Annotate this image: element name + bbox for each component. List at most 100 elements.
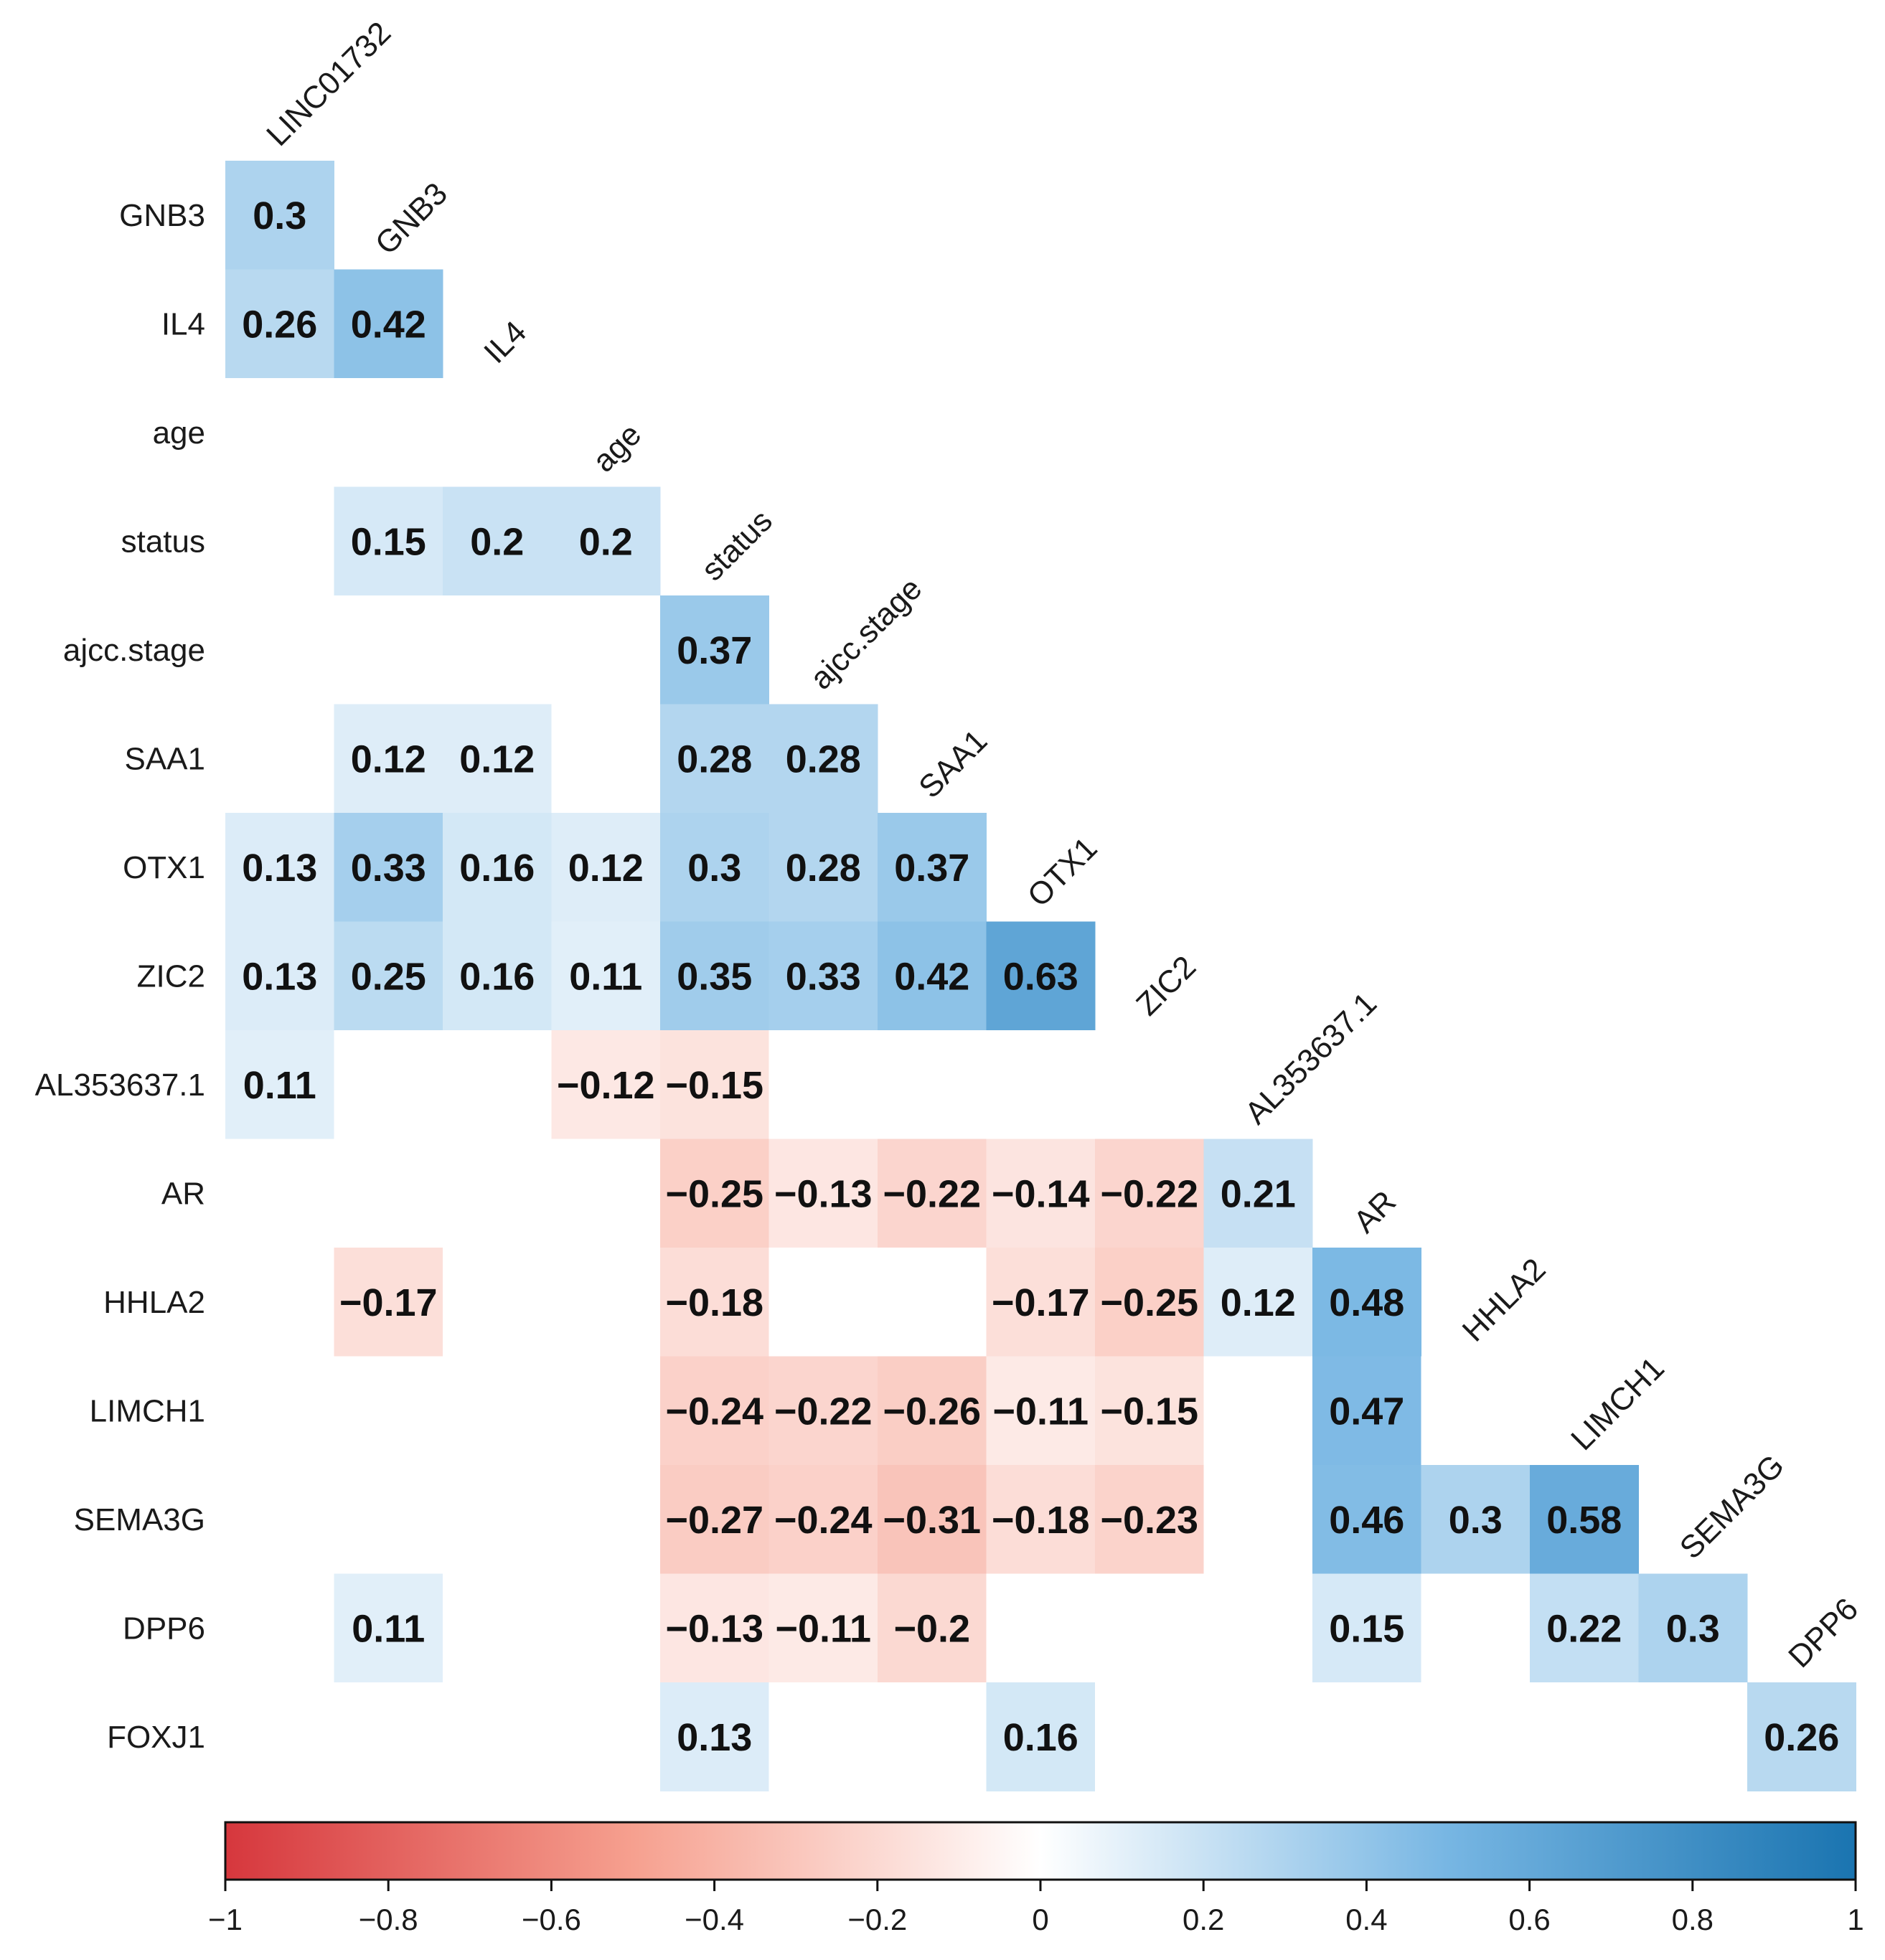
cell-value-label: 0.35 — [677, 955, 752, 998]
heatmap-cell — [1203, 1248, 1313, 1357]
cell-value-label: −0.18 — [992, 1499, 1090, 1542]
cell-value-label: 0.25 — [351, 955, 426, 998]
cell-value-label: 0.37 — [677, 629, 752, 672]
heatmap-cell — [1312, 1573, 1421, 1683]
heatmap-cell — [334, 1356, 443, 1466]
heatmap-cell — [768, 1248, 878, 1357]
heatmap-cell — [551, 921, 661, 1031]
heatmap-cell — [1203, 1465, 1313, 1574]
heatmap-cell — [1421, 1356, 1531, 1466]
column-label: HHLA2 — [1456, 1252, 1553, 1349]
cell-value-label: 0.26 — [242, 303, 317, 346]
heatmap-cell — [768, 1030, 878, 1139]
row-label: ZIC2 — [137, 958, 205, 994]
cell-value-label: −0.18 — [665, 1281, 763, 1324]
heatmap-cell — [1312, 1465, 1421, 1574]
heatmap-cell — [660, 1030, 769, 1139]
heatmap-cell — [334, 921, 443, 1031]
row-label: SEMA3G — [74, 1502, 205, 1537]
heatmap-cell — [334, 704, 443, 814]
cell-value-label: −0.25 — [1100, 1281, 1198, 1324]
cell-value-label: −0.12 — [557, 1064, 655, 1107]
heatmap-grid: 0.3 0.26 0.42 0.15 0.2 0.2 0.37 0.12 0.12 0.28 0.2… — [225, 161, 1856, 1791]
heatmap-cell — [986, 1573, 1096, 1683]
cell-value-label: −0.22 — [774, 1390, 873, 1433]
cell-value-label: 0.26 — [1764, 1716, 1839, 1759]
row-label: SAA1 — [124, 741, 205, 776]
heatmap-cell — [225, 1682, 334, 1791]
cell-value-label: −0.13 — [774, 1172, 873, 1215]
colorbar-tick-label: 1 — [1847, 1903, 1863, 1936]
heatmap-cell — [225, 1030, 334, 1139]
cell-value-label: −0.23 — [1100, 1499, 1198, 1542]
cell-value-label: −0.11 — [992, 1390, 1089, 1433]
row-label: OTX1 — [123, 850, 205, 885]
colorbar-tick-label: −1 — [208, 1903, 243, 1936]
cell-value-label: −0.22 — [883, 1172, 981, 1215]
heatmap-cell — [878, 1248, 987, 1357]
cell-value-label: 0.16 — [459, 955, 535, 998]
cell-value-label: 0.58 — [1546, 1499, 1622, 1542]
cell-value-label: 0.3 — [1449, 1499, 1503, 1542]
heatmap-cell — [986, 1356, 1096, 1466]
heatmap-cell — [878, 921, 987, 1031]
heatmap-cell — [1530, 1465, 1639, 1574]
column-label: IL4 — [477, 314, 533, 370]
heatmap-cell — [225, 1139, 334, 1248]
cell-value-label: −0.24 — [774, 1499, 873, 1542]
heatmap-cell — [986, 1248, 1096, 1357]
heatmap-cell — [225, 1573, 334, 1683]
cell-value-label: −0.17 — [992, 1281, 1090, 1324]
cell-value-label: −0.2 — [893, 1607, 970, 1650]
heatmap-cell — [1203, 1682, 1313, 1791]
heatmap-cell — [334, 269, 443, 379]
cell-value-label: 0.22 — [1546, 1607, 1622, 1650]
heatmap-cell — [768, 1465, 878, 1574]
heatmap-cell — [878, 1139, 987, 1248]
heatmap-cell — [1095, 1465, 1204, 1574]
heatmap-cell — [660, 704, 769, 814]
heatmap-cell — [986, 1030, 1096, 1139]
heatmap-cell — [334, 813, 443, 922]
column-label: AR — [1347, 1184, 1403, 1240]
heatmap-cell — [443, 1573, 552, 1683]
column-label: SAA1 — [912, 723, 994, 805]
heatmap-cell — [1095, 1248, 1204, 1357]
heatmap-cell — [443, 921, 552, 1031]
heatmap-cell — [551, 595, 661, 705]
cell-value-label: 0.11 — [352, 1607, 425, 1650]
heatmap-cell — [1095, 1139, 1204, 1248]
colorbar-tick-label: −0.6 — [522, 1903, 581, 1936]
cell-value-label: −0.17 — [339, 1281, 438, 1324]
heatmap-cell — [225, 486, 334, 596]
heatmap-cell — [225, 813, 334, 922]
heatmap-cell — [768, 704, 878, 814]
heatmap-cell — [1530, 1682, 1639, 1791]
cell-value-label: 0.12 — [459, 738, 535, 781]
cell-value-label: −0.15 — [665, 1064, 763, 1107]
heatmap-cell — [551, 704, 661, 814]
heatmap-cell — [1095, 1356, 1204, 1466]
cell-value-label: −0.14 — [992, 1172, 1090, 1215]
cell-value-label: 0.12 — [351, 738, 426, 781]
row-label: DPP6 — [123, 1611, 205, 1646]
heatmap-cell — [1312, 1248, 1421, 1357]
heatmap-cell — [334, 1139, 443, 1248]
heatmap-cell — [660, 1356, 769, 1466]
colorbar-tick-label: −0.4 — [685, 1903, 744, 1936]
heatmap-cell — [1203, 1356, 1313, 1466]
heatmap-cell — [768, 1139, 878, 1248]
column-label: GNB3 — [369, 176, 454, 261]
row-label: HHLA2 — [103, 1285, 205, 1320]
column-label: DPP6 — [1782, 1591, 1865, 1674]
heatmap-cell — [986, 1465, 1096, 1574]
cell-value-label: −0.26 — [883, 1390, 981, 1433]
colorbar-tick-label: 0.6 — [1508, 1903, 1550, 1936]
heatmap-cell — [1203, 1139, 1313, 1248]
cell-value-label: 0.2 — [579, 520, 633, 563]
heatmap-cell — [768, 921, 878, 1031]
heatmap-cell — [1312, 1682, 1421, 1791]
heatmap-cell — [1747, 1682, 1856, 1791]
heatmap-cell — [878, 1573, 987, 1683]
cell-value-label: 0.42 — [351, 303, 426, 346]
